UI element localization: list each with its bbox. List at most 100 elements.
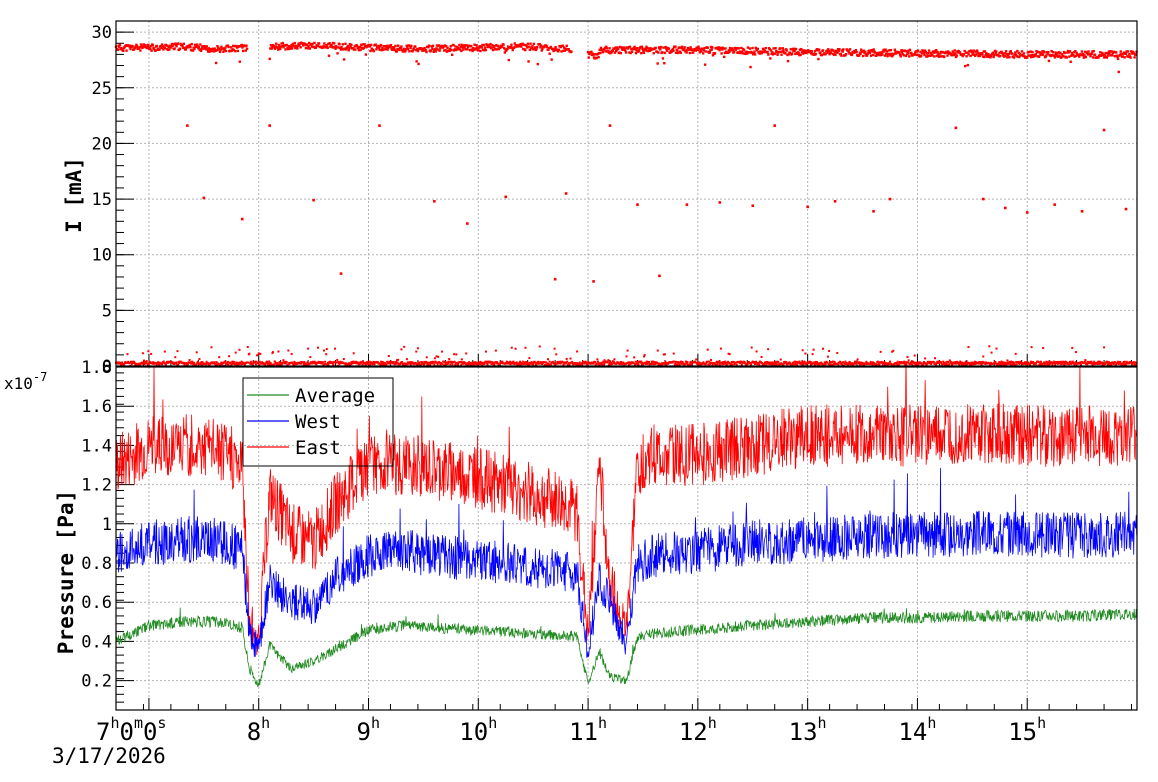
current-point <box>528 361 531 364</box>
current-point <box>787 52 790 56</box>
current-point <box>989 363 992 366</box>
current-point <box>302 44 305 47</box>
current-point <box>885 52 888 56</box>
current-point <box>473 363 476 366</box>
current-point <box>684 49 688 52</box>
current-point <box>726 51 730 55</box>
current-point <box>1111 51 1115 55</box>
current-point <box>894 52 898 55</box>
current-point <box>331 41 335 45</box>
current-point <box>400 361 403 364</box>
current-point <box>308 47 312 50</box>
current-point <box>207 362 210 365</box>
current-point <box>771 50 774 54</box>
current-point <box>528 357 531 360</box>
current-point <box>445 50 449 53</box>
current-point <box>269 47 272 50</box>
current-point <box>864 53 868 56</box>
current-point <box>1034 53 1037 56</box>
current-point <box>784 48 788 51</box>
current-point <box>833 360 836 363</box>
current-point <box>475 44 478 47</box>
current-point <box>950 362 953 365</box>
current-point <box>883 50 886 53</box>
current-point <box>608 47 611 50</box>
current-point <box>673 360 676 363</box>
current-point <box>234 49 237 53</box>
current-point <box>840 362 843 365</box>
current-point <box>277 350 280 353</box>
current-point <box>958 363 961 366</box>
current-point <box>439 363 442 366</box>
current-point <box>767 348 770 351</box>
current-point <box>821 363 824 366</box>
current-point <box>813 50 817 53</box>
current-point <box>751 46 754 50</box>
current-point <box>1012 56 1016 59</box>
current-point <box>789 48 792 51</box>
current-point <box>726 363 729 366</box>
current-point <box>186 363 189 366</box>
current-point <box>385 363 388 366</box>
current-point <box>744 362 747 365</box>
current-point <box>224 360 227 363</box>
current-point <box>1074 361 1077 364</box>
current-point <box>847 50 850 53</box>
current-point <box>707 360 710 363</box>
current-point <box>929 361 932 364</box>
current-point <box>339 360 342 363</box>
current-point <box>927 360 930 363</box>
current-point <box>1083 360 1086 363</box>
current-point <box>486 362 489 365</box>
current-point <box>564 361 567 364</box>
current-point <box>299 46 302 49</box>
time-tick-label: 14h <box>898 714 936 746</box>
current-point <box>399 361 402 364</box>
current-point <box>1000 361 1003 364</box>
current-point <box>510 362 513 365</box>
current-point <box>777 51 781 54</box>
current-point <box>1046 363 1049 366</box>
current-point <box>622 48 625 51</box>
current-point <box>1018 52 1022 56</box>
current-point <box>296 363 299 366</box>
current-point <box>987 361 990 364</box>
current-point <box>1073 55 1076 58</box>
current-point <box>954 126 958 130</box>
current-point <box>387 362 390 365</box>
pressure-tick-label: 0.8 <box>81 554 112 574</box>
current-point <box>1083 54 1086 57</box>
current-point <box>888 52 891 56</box>
current-point <box>550 362 553 365</box>
current-point <box>198 48 201 52</box>
current-point <box>518 363 521 366</box>
current-point <box>198 358 201 361</box>
current-point <box>822 347 825 350</box>
current-point <box>597 51 601 55</box>
current-point <box>530 46 534 49</box>
current-point <box>414 48 418 52</box>
current-point <box>780 53 783 56</box>
current-point <box>201 363 204 366</box>
current-point <box>391 361 394 364</box>
current-point <box>779 363 782 366</box>
current-point <box>990 351 993 354</box>
current-point <box>885 362 888 365</box>
current-point <box>411 50 414 53</box>
current-point <box>462 362 465 365</box>
current-point <box>955 54 958 57</box>
current-point <box>191 49 195 52</box>
current-point <box>157 361 160 364</box>
current-point <box>637 363 640 366</box>
current-point <box>863 50 867 54</box>
current-point <box>178 47 182 50</box>
current-point <box>850 53 854 56</box>
current-point <box>358 45 362 49</box>
current-point <box>562 49 565 52</box>
current-point <box>826 51 829 54</box>
current-point <box>567 363 570 366</box>
current-point <box>188 361 191 364</box>
current-point <box>1112 50 1116 54</box>
current-point <box>235 363 238 366</box>
current-point <box>482 43 485 47</box>
